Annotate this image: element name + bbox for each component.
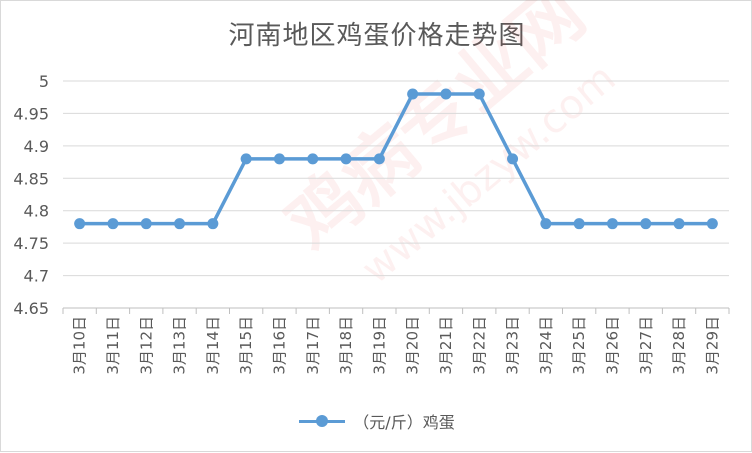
data-point: [473, 88, 485, 100]
x-tick-label: 3月24日: [537, 316, 555, 375]
data-point: [207, 218, 219, 230]
y-tick-label: 5: [39, 72, 49, 91]
x-tick-label: 3月26日: [603, 316, 621, 375]
chart-title: 河南地区鸡蛋价格走势图: [228, 21, 526, 51]
y-tick-label: 4.8: [24, 202, 49, 221]
x-axis: 3月10日 3月11日 3月12日 3月13日 3月14日 3月15日 3月16日 3月17日…: [62, 307, 730, 375]
y-tick-label: 4.95: [13, 104, 49, 123]
x-tick-label: 3月22日: [470, 316, 488, 375]
gridlines: [63, 80, 729, 309]
data-point: [573, 218, 585, 230]
legend-marker: [299, 413, 346, 429]
x-tick-label: 3月20日: [404, 316, 422, 375]
data-point: [340, 153, 352, 165]
series-layer: [74, 88, 718, 230]
x-tick-label: 3月28日: [670, 316, 688, 375]
data-point: [174, 218, 186, 230]
legend: （元/斤）鸡蛋: [1, 409, 752, 433]
x-tick-label: 3月23日: [504, 316, 522, 375]
data-point: [540, 218, 552, 230]
data-point: [407, 88, 419, 100]
data-point: [74, 218, 86, 230]
x-tick-label: 3月18日: [337, 316, 355, 375]
x-tick-label: 3月13日: [171, 316, 189, 375]
x-tick-label: 3月27日: [637, 316, 655, 375]
x-tick-label: 3月19日: [370, 316, 388, 375]
data-point: [307, 153, 319, 165]
x-tick-label: 3月14日: [204, 316, 222, 375]
data-point: [706, 218, 718, 230]
x-tick-label: 3月12日: [137, 316, 155, 375]
y-tick-label: 4.9: [24, 137, 49, 156]
x-tick-label: 3月21日: [437, 316, 455, 375]
data-point: [140, 218, 152, 230]
x-tick-label: 3月25日: [570, 316, 588, 375]
x-tick-label: 3月17日: [304, 316, 322, 375]
y-tick-label: 4.65: [13, 299, 49, 318]
x-tick-label: 3月16日: [270, 316, 288, 375]
data-point: [273, 153, 285, 165]
data-point: [240, 153, 252, 165]
data-point: [107, 218, 119, 230]
data-point: [640, 218, 652, 230]
series-line: [79, 92, 713, 226]
x-tick-label: 3月11日: [104, 316, 122, 375]
y-tick-label: 4.75: [13, 234, 49, 253]
data-point: [507, 153, 519, 165]
x-tick-label: 3月15日: [237, 316, 255, 375]
y-axis-ticks: 4.65 4.7 4.75 4.8 4.85 4.9 4.95 5: [13, 72, 49, 318]
y-tick-label: 4.85: [13, 169, 49, 188]
data-point: [673, 218, 685, 230]
x-tick-label: 3月29日: [703, 316, 721, 375]
x-tick-label: 3月10日: [71, 316, 89, 375]
data-point: [606, 218, 618, 230]
data-point: [373, 153, 385, 165]
data-point: [440, 88, 452, 100]
y-tick-label: 4.7: [24, 267, 49, 286]
legend-label: （元/斤）鸡蛋: [353, 413, 455, 432]
